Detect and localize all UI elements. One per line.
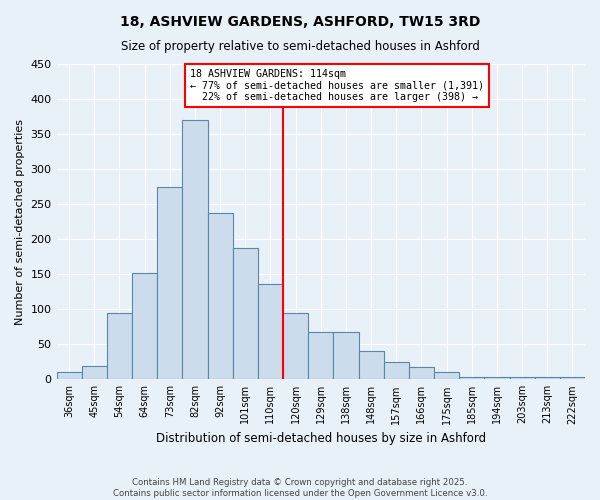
Bar — [308, 332, 334, 380]
Bar — [82, 366, 107, 380]
Bar — [560, 376, 585, 380]
Bar — [334, 332, 359, 380]
Y-axis label: Number of semi-detached properties: Number of semi-detached properties — [15, 118, 25, 324]
Bar — [157, 186, 182, 380]
Text: 18, ASHVIEW GARDENS, ASHFORD, TW15 3RD: 18, ASHVIEW GARDENS, ASHFORD, TW15 3RD — [120, 15, 480, 29]
Bar — [359, 352, 383, 380]
Bar — [535, 376, 560, 380]
Bar — [409, 366, 434, 380]
Bar — [484, 376, 509, 380]
Text: 18 ASHVIEW GARDENS: 114sqm
← 77% of semi-detached houses are smaller (1,391)
  2: 18 ASHVIEW GARDENS: 114sqm ← 77% of semi… — [190, 69, 484, 102]
Bar — [107, 312, 132, 380]
Bar — [434, 372, 459, 380]
Bar — [233, 248, 258, 380]
Bar — [182, 120, 208, 380]
Bar — [132, 273, 157, 380]
Text: Contains HM Land Registry data © Crown copyright and database right 2025.
Contai: Contains HM Land Registry data © Crown c… — [113, 478, 487, 498]
Bar — [509, 376, 535, 380]
Bar — [258, 284, 283, 380]
Bar — [283, 312, 308, 380]
Bar — [208, 213, 233, 380]
X-axis label: Distribution of semi-detached houses by size in Ashford: Distribution of semi-detached houses by … — [156, 432, 486, 445]
Bar — [383, 362, 409, 380]
Text: Size of property relative to semi-detached houses in Ashford: Size of property relative to semi-detach… — [121, 40, 479, 53]
Bar — [459, 376, 484, 380]
Bar — [56, 372, 82, 380]
